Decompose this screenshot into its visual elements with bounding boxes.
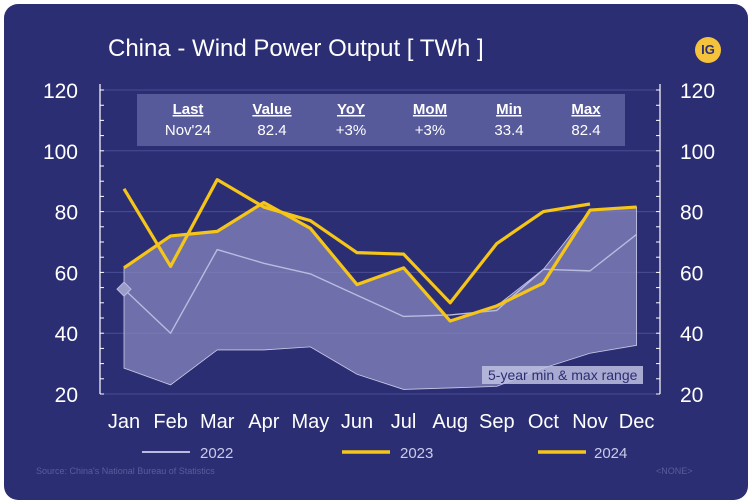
stats-value-last: Nov'24 bbox=[165, 122, 211, 139]
stats-header-max: Max bbox=[571, 101, 601, 118]
marker-diamond bbox=[116, 281, 132, 297]
ig-logo: IG bbox=[695, 37, 721, 63]
stats-value-yoy: +3% bbox=[336, 122, 366, 139]
stats-header-value: Value bbox=[252, 101, 291, 118]
x-tick-dec: Dec bbox=[619, 411, 655, 433]
series-line-2023 bbox=[122, 178, 591, 305]
y-tick-right-80: 80 bbox=[680, 202, 703, 225]
x-tick-may: May bbox=[292, 411, 330, 433]
y-tick-right-20: 20 bbox=[680, 384, 703, 407]
stats-value-min: 33.4 bbox=[494, 122, 523, 139]
y-tick-left-60: 60 bbox=[55, 262, 78, 285]
y-tick-right-120: 120 bbox=[680, 80, 715, 103]
y-tick-left-20: 20 bbox=[55, 384, 78, 407]
stats-value-value: 82.4 bbox=[257, 122, 286, 139]
stats-header-mom: MoM bbox=[413, 101, 447, 118]
x-tick-mar: Mar bbox=[200, 411, 235, 433]
y-tick-right-40: 40 bbox=[680, 323, 703, 346]
stats-value-mom: +3% bbox=[415, 122, 445, 139]
y-tick-right-100: 100 bbox=[680, 141, 715, 164]
y-tick-left-40: 40 bbox=[55, 323, 78, 346]
series-line-2024 bbox=[123, 200, 637, 323]
x-tick-jan: Jan bbox=[108, 411, 140, 433]
footer-right: <NONE> bbox=[656, 466, 693, 476]
stats-box bbox=[137, 94, 625, 146]
x-tick-apr: Apr bbox=[248, 411, 279, 433]
stats-value-max: 82.4 bbox=[571, 122, 600, 139]
x-tick-oct: Oct bbox=[528, 411, 560, 433]
range-band bbox=[123, 202, 637, 390]
legend-label-2024: 2024 bbox=[594, 445, 627, 462]
legend-label-2022: 2022 bbox=[200, 445, 233, 462]
x-tick-jul: Jul bbox=[391, 411, 417, 433]
y-tick-left-120: 120 bbox=[43, 80, 78, 103]
chart-title: China - Wind Power Output [ TWh ] bbox=[108, 35, 484, 62]
x-tick-aug: Aug bbox=[432, 411, 468, 433]
legend-label-2023: 2023 bbox=[400, 445, 433, 462]
y-tick-left-80: 80 bbox=[55, 202, 78, 225]
chart-card: China - Wind Power Output [ TWh ] IG 20 2… bbox=[4, 4, 748, 500]
x-tick-nov: Nov bbox=[572, 411, 608, 433]
stats-header-min: Min bbox=[496, 101, 522, 118]
x-tick-feb: Feb bbox=[153, 411, 187, 433]
x-tick-sep: Sep bbox=[479, 411, 515, 433]
stats-header-yoy: YoY bbox=[337, 101, 365, 118]
y-tick-left-100: 100 bbox=[43, 141, 78, 164]
y-tick-right-60: 60 bbox=[680, 262, 703, 285]
stats-header-last: Last bbox=[173, 101, 204, 118]
x-tick-jun: Jun bbox=[341, 411, 373, 433]
range-label: 5-year min & max range bbox=[482, 366, 644, 384]
chart-svg: 20 20 40 40 60 60 80 80 100 100 120 120 Jan Feb Mar Apr… bbox=[43, 80, 715, 462]
source-note: Source: China's National Bureau of Stati… bbox=[36, 466, 215, 476]
